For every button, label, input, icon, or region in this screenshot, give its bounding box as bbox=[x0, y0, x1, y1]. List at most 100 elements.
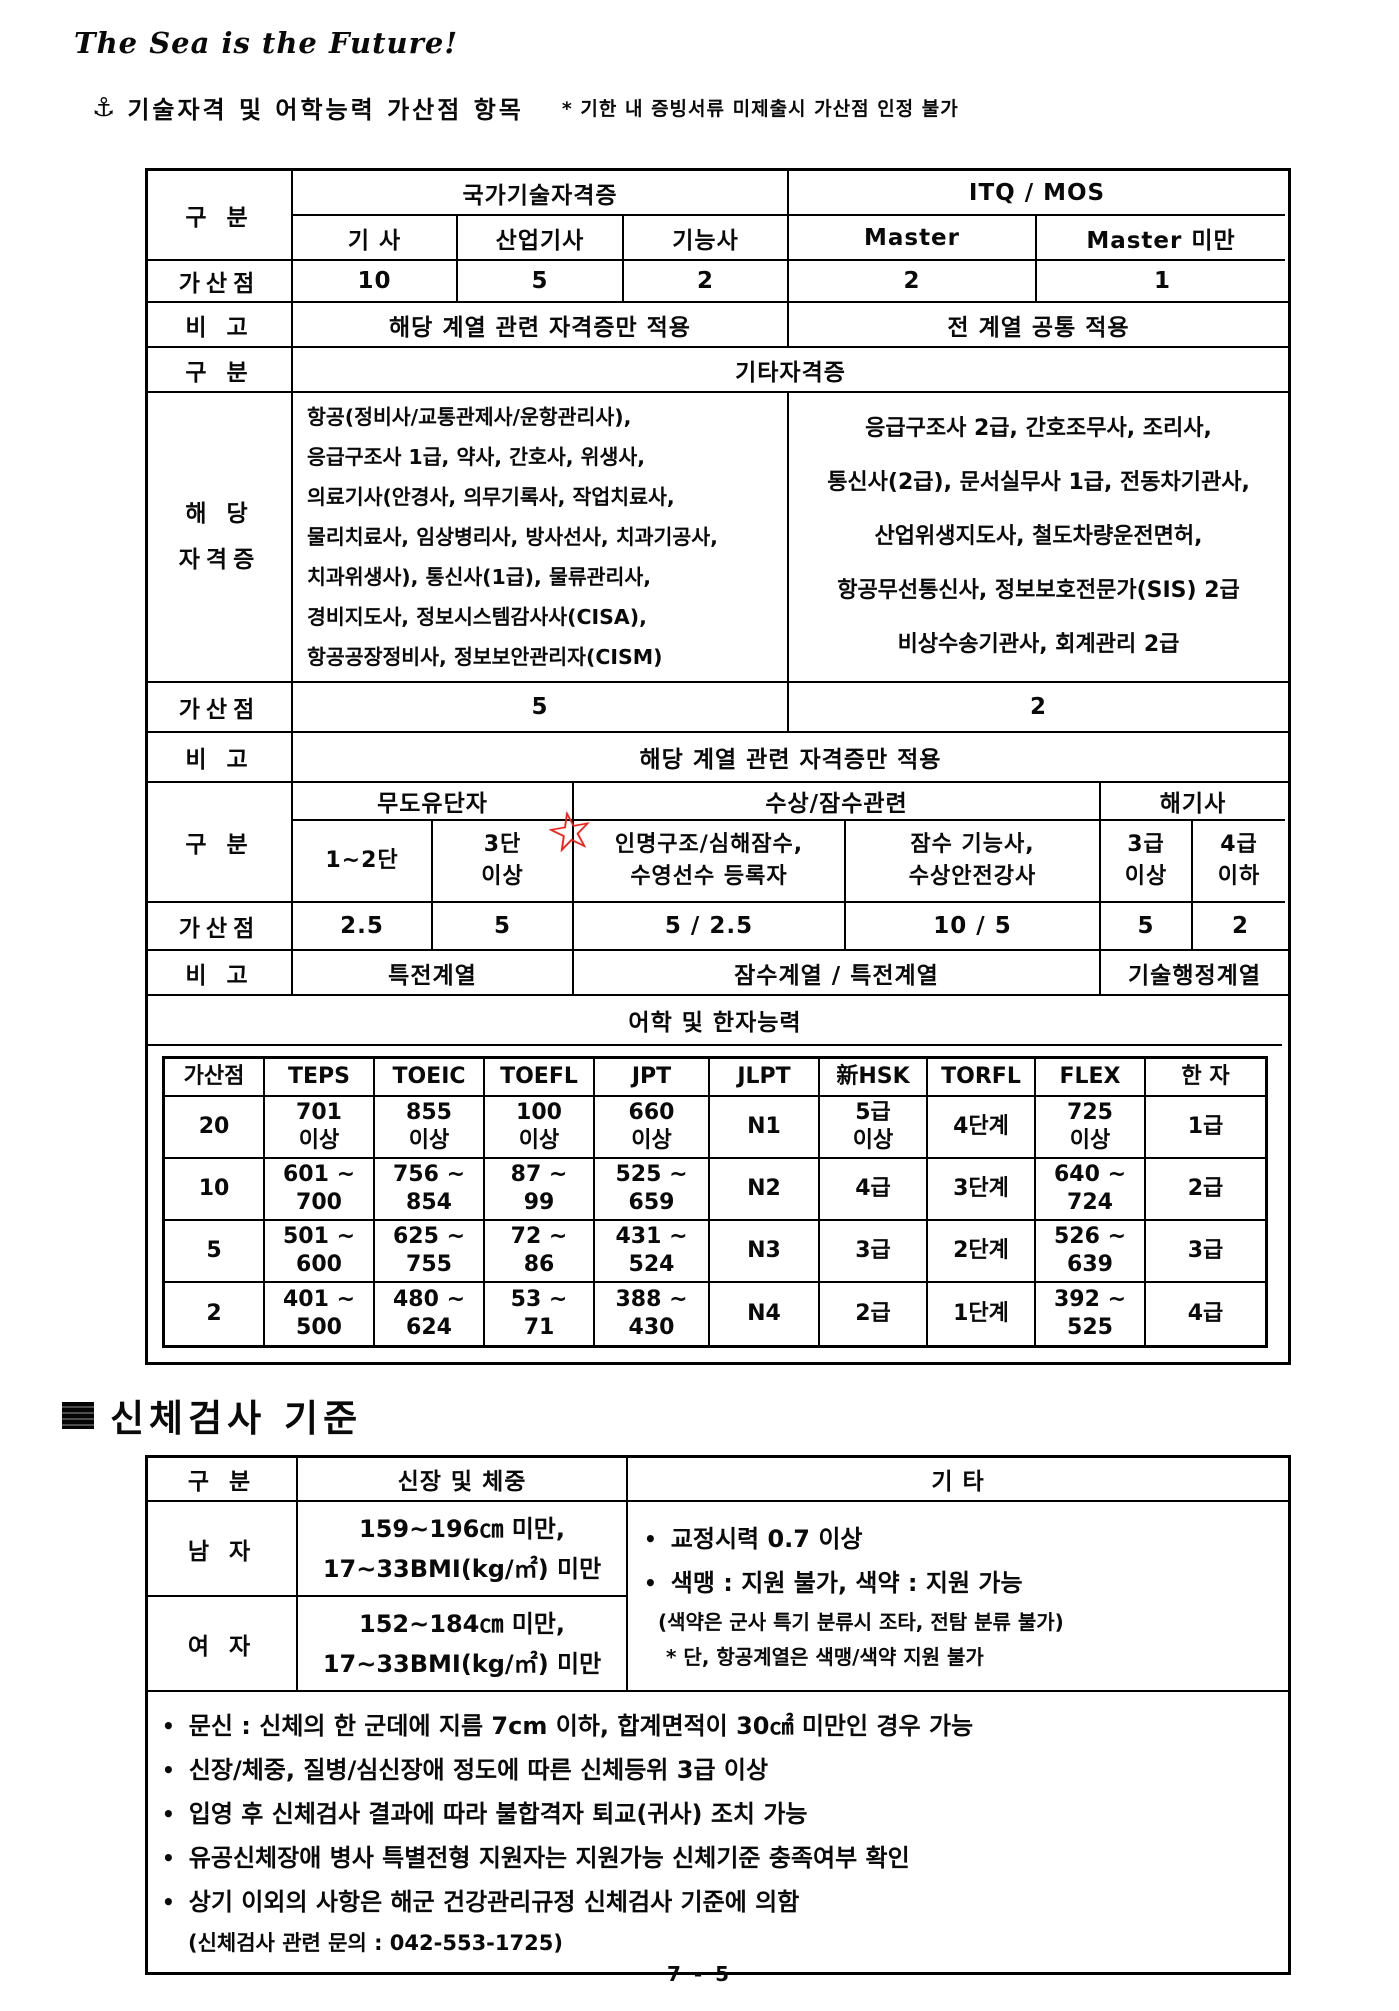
table-row: 비 고 해당 계열 관련 자격증만 적용 전 계열 공통 적용 bbox=[148, 303, 1288, 348]
note-text: 상기 이외의 사항은 해군 건강관리규정 신체검사 기준에 의함 bbox=[188, 1888, 800, 1916]
section1-heading: ⚓ 기술자격 및 어학능력 가산점 항목 * 기한 내 증빙서류 미제출시 가산… bbox=[92, 90, 959, 125]
lang-cell: 100 이상 bbox=[485, 1097, 595, 1159]
col-grade3-up: 3급 이상 bbox=[1101, 821, 1193, 903]
table-row: 가산점 10 5 2 2 1 bbox=[148, 261, 1288, 303]
etc-condition-text: 색맹 : 지원 불가, 색약 : 지원 가능 bbox=[670, 1569, 1023, 1597]
lang-cell: 2급 bbox=[1146, 1159, 1265, 1221]
note-itq: 전 계열 공통 적용 bbox=[789, 303, 1288, 348]
national-cert-header: 국가기술자격증 bbox=[293, 171, 789, 216]
lang-cell: N3 bbox=[710, 1221, 820, 1283]
table-row: 남 자 159~196㎝ 미만, 17~33BMI(kg/㎡) 미만 bbox=[148, 1502, 628, 1597]
lang-col-torfl: TORFL bbox=[928, 1059, 1036, 1097]
points-label: 가산점 bbox=[148, 261, 293, 303]
lang-cell: 87 ~ 99 bbox=[485, 1159, 595, 1221]
lang-cell: 480 ~ 624 bbox=[375, 1283, 485, 1345]
table-row: 20 701 이상 855 이상 100 이상 660 이상 N1 5급 이상 … bbox=[165, 1097, 1265, 1159]
martial-note-1: 잠수계열 / 특전계열 bbox=[574, 951, 1101, 996]
points-gineung: 2 bbox=[624, 261, 789, 303]
table-row: 구 분 신장 및 체중 기 타 bbox=[148, 1458, 1288, 1502]
martial-note-2: 기술행정계열 bbox=[1101, 951, 1288, 996]
note-text: 신장/체중, 질병/심신장애 정도에 따른 신체등위 3급 이상 bbox=[188, 1756, 769, 1784]
table-row: 2 401 ~ 500 480 ~ 624 53 ~ 71 388 ~ 430 … bbox=[165, 1283, 1265, 1345]
lang-cell: N2 bbox=[710, 1159, 820, 1221]
language-section-header: 어학 및 한자능력 bbox=[148, 996, 1282, 1046]
table-row: 비 고 해당 계열 관련 자격증만 적용 bbox=[148, 733, 1288, 783]
gubun-label: 구 분 bbox=[148, 1458, 298, 1502]
table-row: 기 사 산업기사 기능사 Master Master 미만 bbox=[293, 216, 1285, 261]
table-row: 어학 및 한자능력 bbox=[148, 996, 1288, 1046]
gubun-label: 구 분 bbox=[148, 348, 293, 393]
lang-cell: 53 ~ 71 bbox=[485, 1283, 595, 1345]
lang-cell: 4단계 bbox=[928, 1097, 1036, 1159]
col-gisa: 기 사 bbox=[293, 216, 458, 261]
table-row: 가산점 2.5 5 5 / 2.5 10 / 5 5 2 bbox=[148, 903, 1288, 951]
etc-cert-header: 기타자격증 bbox=[293, 348, 1288, 393]
page-number: 7 - 5 bbox=[666, 1962, 733, 1986]
bullet-icon: • bbox=[644, 1527, 657, 1551]
martial-points-1: 5 bbox=[433, 903, 574, 951]
height-weight-header: 신장 및 체중 bbox=[298, 1458, 628, 1502]
itq-mos-header: ITQ / MOS bbox=[789, 171, 1285, 216]
etc-conditions-cell: • 교정시력 0.7 이상 • 색맹 : 지원 불가, 색약 : 지원 가능 (… bbox=[628, 1502, 1288, 1692]
lang-col-jlpt: JLPT bbox=[710, 1059, 820, 1097]
lang-cell: 2 bbox=[165, 1283, 265, 1345]
points-saneop: 5 bbox=[458, 261, 624, 303]
points-gisa: 10 bbox=[293, 261, 458, 303]
bullet-icon: • bbox=[162, 1846, 175, 1870]
language-table-container: 가산점 TEPS TOEIC TOEFL JPT JLPT 新HSK TORFL… bbox=[148, 1046, 1282, 1362]
martial-points-4: 5 bbox=[1101, 903, 1193, 951]
col-saneop-gisa: 산업기사 bbox=[458, 216, 624, 261]
table-row: 가산점 5 2 bbox=[148, 683, 1288, 733]
table-row: 10 601 ~ 700 756 ~ 854 87 ~ 99 525 ~ 659… bbox=[165, 1159, 1265, 1221]
contact-info: (신체검사 관련 문의 : 042-553-1725) bbox=[188, 1931, 563, 1955]
lang-col-toefl: TOEFL bbox=[485, 1059, 595, 1097]
physical-exam-table: 구 분 신장 및 체중 기 타 남 자 159~196㎝ 미만, 17~33BM… bbox=[145, 1455, 1291, 1975]
table-row: 5 501 ~ 600 625 ~ 755 72 ~ 86 431 ~ 524 … bbox=[165, 1221, 1265, 1283]
lang-col-flex: FLEX bbox=[1036, 1059, 1146, 1097]
table-row: 남 자 159~196㎝ 미만, 17~33BMI(kg/㎡) 미만 여 자 1… bbox=[148, 1502, 1288, 1692]
lang-cell: 660 이상 bbox=[595, 1097, 710, 1159]
col-gineungsa: 기능사 bbox=[624, 216, 789, 261]
table-row: 구 분 기타자격증 bbox=[148, 348, 1288, 393]
lang-cell: 855 이상 bbox=[375, 1097, 485, 1159]
table-row: 1~2단 3단 이상 인명구조/심해잠수, 수영선수 등록자 잠수 기능사, 수… bbox=[293, 821, 1285, 903]
col-master: Master bbox=[789, 216, 1037, 261]
mudo-header: 무도유단자 bbox=[293, 783, 574, 821]
lang-cell: 501 ~ 600 bbox=[265, 1221, 375, 1283]
lang-cell: 3급 bbox=[1146, 1221, 1265, 1283]
table-row: 구 분 국가기술자격증 ITQ / MOS 기 사 산업기사 기능사 Maste… bbox=[148, 171, 1288, 261]
table-row: 해 당 자격증 항공(정비사/교통관제사/운항관리사), 응급구조사 1급, 약… bbox=[148, 393, 1288, 683]
note-line: • 문신 : 신체의 한 군데에 지름 7cm 이하, 합계면적이 30㎠ 미만… bbox=[162, 1704, 973, 1748]
lang-cell: 5급 이상 bbox=[820, 1097, 928, 1159]
note-line: • 입영 후 신체검사 결과에 따라 불합격자 퇴교(귀사) 조치 가능 bbox=[162, 1792, 808, 1836]
lang-cell: 10 bbox=[165, 1159, 265, 1221]
col-master-below: Master 미만 bbox=[1037, 216, 1285, 261]
note-text: 문신 : 신체의 한 군데에 지름 7cm 이하, 합계면적이 30㎠ 미만인 … bbox=[188, 1712, 974, 1740]
male-standard: 159~196㎝ 미만, 17~33BMI(kg/㎡) 미만 bbox=[298, 1502, 628, 1597]
section1-note: * 기한 내 증빙서류 미제출시 가산점 인정 불가 bbox=[561, 98, 959, 120]
female-label: 여 자 bbox=[148, 1597, 298, 1692]
lang-cell: 526 ~ 639 bbox=[1036, 1221, 1146, 1283]
points-master: 2 bbox=[789, 261, 1037, 303]
lang-cell: 431 ~ 524 bbox=[595, 1221, 710, 1283]
col-dan-1-2: 1~2단 bbox=[293, 821, 433, 903]
etc-note: 해당 계열 관련 자격증만 적용 bbox=[293, 733, 1288, 783]
male-label: 남 자 bbox=[148, 1502, 298, 1597]
lang-cell: 72 ~ 86 bbox=[485, 1221, 595, 1283]
section2-heading: 신체검사 기준 bbox=[62, 1388, 362, 1442]
etc-cert-list-left: 항공(정비사/교통관제사/운항관리사), 응급구조사 1급, 약사, 간호사, … bbox=[293, 393, 789, 683]
martial-points-2: 5 / 2.5 bbox=[574, 903, 846, 951]
note-line: • 유공신체장애 병사 특별전형 지원자는 지원가능 신체기준 충족여부 확인 bbox=[162, 1836, 910, 1880]
lang-col-hanja: 한 자 bbox=[1146, 1059, 1265, 1097]
table-row: 가산점 TEPS TOEIC TOEFL JPT JLPT 新HSK TORFL… bbox=[148, 1046, 1288, 1362]
table-row: 국가기술자격증 ITQ / MOS bbox=[293, 171, 1285, 216]
points-master-below: 1 bbox=[1037, 261, 1288, 303]
lang-cell: N1 bbox=[710, 1097, 820, 1159]
lang-cell: 1급 bbox=[1146, 1097, 1265, 1159]
note-national: 해당 계열 관련 자격증만 적용 bbox=[293, 303, 789, 348]
red-star-annotation-icon: ☆ bbox=[540, 796, 600, 867]
gubun-label: 구 분 bbox=[148, 171, 293, 261]
etc-holder-label: 해 당 자격증 bbox=[148, 393, 293, 683]
table-row: 구 분 무도유단자 수상/잠수관련 해기사 1~2단 3단 이상 인명구조/심해… bbox=[148, 783, 1288, 903]
lang-cell: 5 bbox=[165, 1221, 265, 1283]
